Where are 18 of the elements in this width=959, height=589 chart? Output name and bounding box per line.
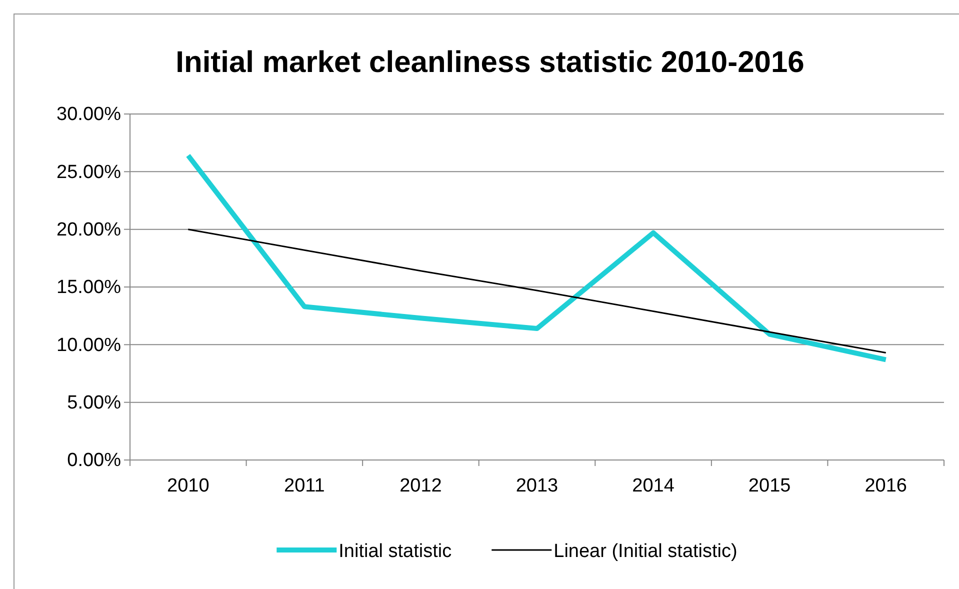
y-tick-label: 0.00% (67, 450, 122, 472)
y-tick-label: 10.00% (56, 334, 122, 356)
x-tick-label: 2013 (516, 475, 558, 496)
x-tick-label: 2010 (167, 475, 210, 496)
x-tick-label: 2014 (632, 475, 675, 496)
y-tick-label: 20.00% (56, 219, 122, 240)
y-tick-label: 5.00% (67, 392, 122, 414)
legend-label: Linear (Initial statistic) (554, 541, 738, 562)
chart-title: Initial market cleanliness statistic 2010-2016 (176, 46, 804, 79)
y-tick-label: 25.00% (56, 162, 122, 183)
x-tick-label: 2015 (748, 475, 791, 496)
x-tick-label: 2016 (864, 475, 907, 496)
x-tick-label: 2012 (400, 475, 442, 496)
x-tick-label: 2011 (284, 475, 325, 496)
line-series (187, 228, 887, 354)
y-tick-label: 15.00% (56, 277, 122, 298)
legend-label: Initial statistic (338, 541, 452, 562)
y-tick-label: 30.00% (56, 104, 122, 126)
